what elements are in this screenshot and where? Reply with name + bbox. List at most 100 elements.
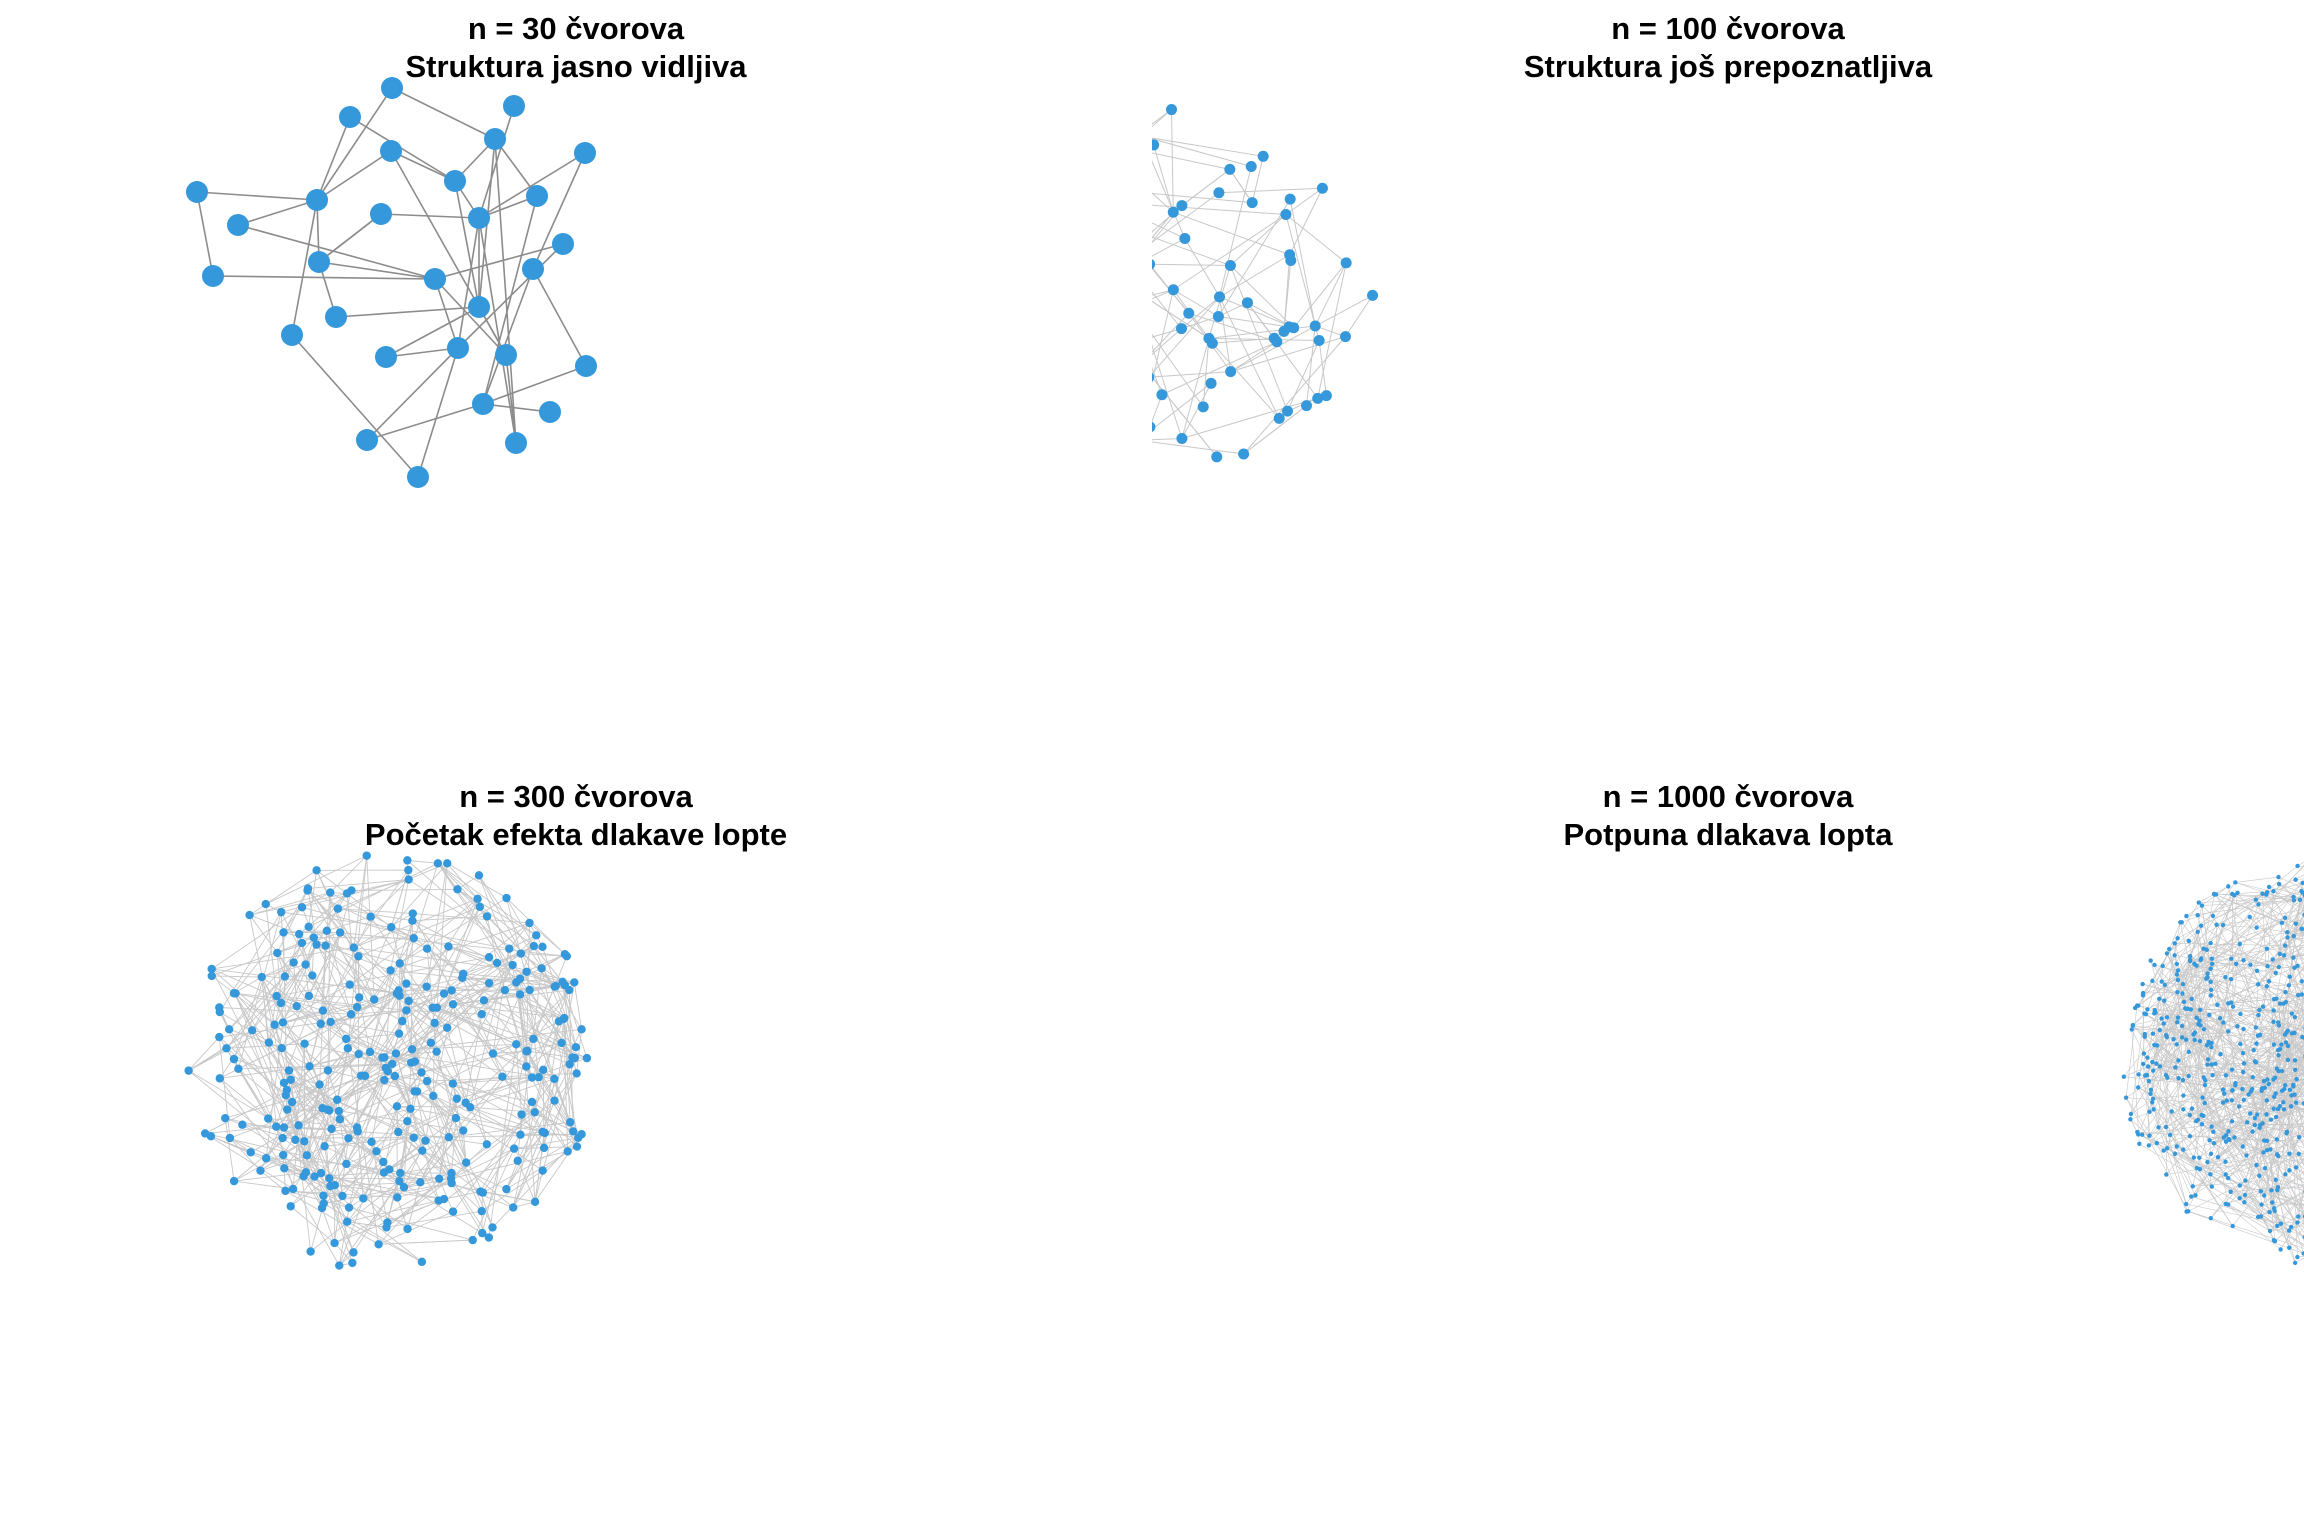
edge [308,870,318,927]
node [2233,961,2239,966]
edge [2272,913,2304,960]
edge [396,1051,437,1107]
edge [1152,300,1210,339]
node [2282,1032,2288,1037]
edge [237,199,318,226]
edge [308,995,352,1015]
node [575,355,597,377]
edge [506,1057,576,1190]
edge [346,1033,400,1040]
node [2152,1042,2157,1048]
node [2171,1037,2176,1042]
edge [348,1057,383,1208]
node [2145,1055,2150,1060]
node [2229,1098,2235,1103]
node [2209,1124,2214,1129]
edge [1152,376,1218,458]
node [2288,1224,2294,1230]
node [478,1228,487,1238]
node [538,942,547,952]
edge [288,1070,328,1110]
node [2260,1004,2266,1009]
edge [349,937,415,985]
edge [482,403,551,413]
edge [395,1053,440,1201]
edge [274,1024,354,1253]
node [256,1166,265,1175]
node [574,142,596,164]
node [443,859,452,868]
node [477,1009,486,1019]
edge [2139,1143,2262,1217]
edge [2293,957,2304,989]
edge [2203,1003,2284,1030]
edge [457,243,564,349]
node [429,1091,438,1101]
edge [349,116,456,182]
edge [1152,192,1220,243]
edge [303,1176,323,1209]
edge [283,1141,305,1169]
edge [2215,1063,2304,1070]
edge [2258,968,2304,1016]
node [279,1150,288,1160]
edge [2199,1040,2225,1138]
edge [2260,1190,2304,1209]
edge [2278,1070,2304,1096]
edge [249,892,331,916]
edge [2215,894,2283,924]
edge [519,993,565,1019]
edge [457,888,535,947]
node [2256,1012,2261,1018]
edge [1152,382,1212,431]
node [509,1203,518,1212]
node [2181,1093,2186,1098]
node [2197,1018,2202,1023]
edge [438,1083,454,1179]
edge [446,863,478,900]
edge [2156,1142,2187,1212]
edge [2222,1028,2244,1090]
edge [2132,1025,2145,1035]
edge [417,347,459,478]
edge [1285,214,1347,264]
edge [2126,1097,2205,1104]
edge [1317,262,1347,399]
edge [2200,925,2276,974]
node [297,938,307,948]
edge [1287,340,1320,412]
node [306,1247,315,1256]
node [2293,877,2298,882]
edge [309,1013,352,1067]
edge [457,874,480,890]
node [2189,1194,2194,1199]
edge [249,914,285,1083]
node [283,1105,292,1114]
edge [390,863,448,928]
edge [2277,1186,2304,1207]
edge [2213,893,2304,934]
node [2273,1114,2279,1120]
node [2277,951,2283,957]
node [2286,983,2292,988]
node [327,1124,336,1134]
edge [357,1131,377,1152]
edge [2185,1137,2235,1205]
node [434,1196,443,1205]
node [2301,1101,2304,1106]
edge [347,1200,439,1223]
edge [2295,920,2304,924]
edge [2274,1068,2304,1078]
node [434,1174,444,1183]
edge [1230,294,1373,373]
edge [472,1148,515,1241]
node [2240,1069,2246,1075]
node [287,1097,297,1107]
node [1280,209,1292,221]
edge [316,87,393,201]
node [2202,1082,2208,1088]
node [1152,259,1156,270]
edge [1181,315,1219,330]
edge [2166,953,2192,1000]
node [2254,968,2260,974]
